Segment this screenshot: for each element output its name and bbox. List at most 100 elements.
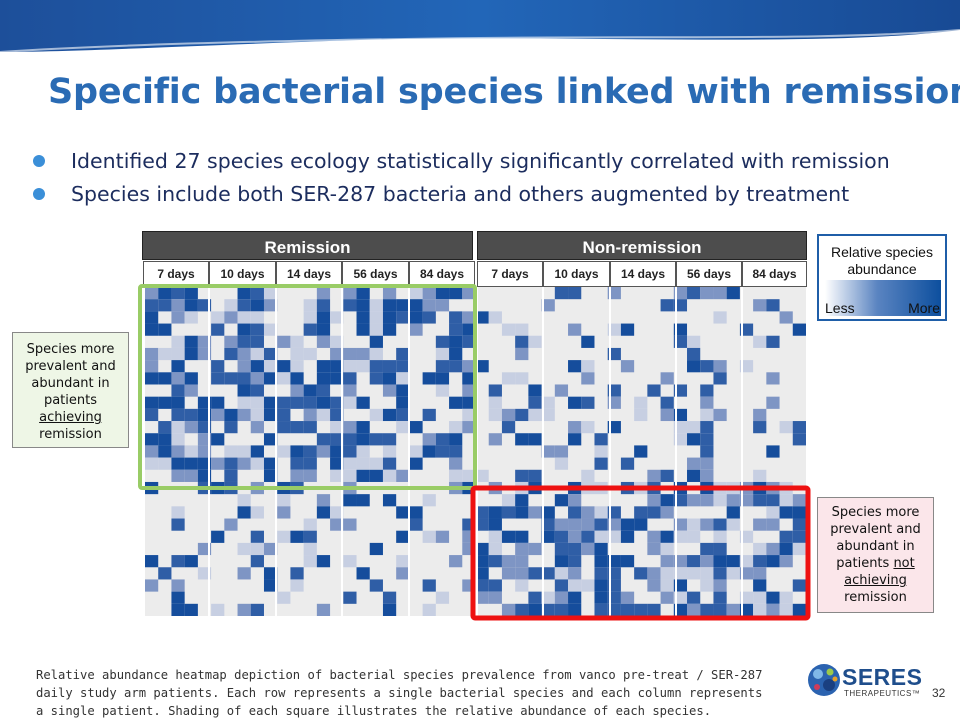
heatmap-cell [687, 360, 701, 373]
heatmap-cell [263, 433, 278, 446]
heatmap-cell [753, 603, 767, 616]
heatmap-cell [501, 408, 516, 422]
heatmap-cell [475, 469, 489, 482]
callout-line: Species more [831, 505, 920, 520]
heatmap-cell [409, 421, 423, 434]
heatmap-cell [290, 469, 304, 482]
heatmap-cell [369, 311, 383, 324]
heatmap-cell [515, 567, 529, 580]
heatmap-cell [766, 396, 780, 409]
heatmap-cell [184, 421, 198, 434]
heatmap-cell [145, 433, 159, 446]
heatmap-cell [277, 445, 291, 458]
heatmap-cell [475, 506, 489, 519]
heatmap-cell [356, 360, 370, 373]
heatmap-cell [568, 530, 582, 543]
heatmap-cell [184, 311, 198, 324]
heatmap-cell [250, 408, 264, 422]
heatmap-cell [197, 421, 212, 434]
heatmap-cell [766, 299, 780, 312]
heatmap-cell [237, 408, 251, 422]
heatmap-cell [753, 542, 767, 556]
heatmap-cell [211, 457, 225, 470]
heatmap-cell [224, 445, 238, 458]
heatmap-cell [409, 311, 423, 324]
heatmap-cell [435, 335, 450, 348]
heatmap-cell [184, 384, 198, 397]
heatmap-cell [171, 433, 185, 446]
heatmap-cell [277, 408, 291, 422]
heatmap-cell [739, 494, 754, 507]
heatmap-cell [581, 481, 595, 495]
heatmap-cell [277, 360, 291, 373]
heatmap-cell [237, 506, 251, 519]
heatmap-cell [634, 567, 648, 580]
heatmap-cell [594, 457, 608, 470]
heatmap-cell [369, 372, 383, 385]
heatmap-cell [171, 457, 185, 470]
heatmap-cell [554, 555, 569, 568]
heatmap-cell [620, 603, 635, 616]
bullet-item: Identified 27 species ecology statistica… [30, 146, 890, 179]
heatmap-cell [303, 311, 317, 324]
heatmap-cell [237, 360, 251, 373]
heatmap-cell [554, 518, 569, 531]
logo-wordmark: SERES [842, 664, 923, 690]
heatmap-cell [211, 396, 225, 409]
heatmap-cell [343, 287, 357, 300]
heatmap-cell [211, 433, 225, 446]
heatmap-cell [449, 469, 463, 482]
heatmap-cell [673, 591, 688, 604]
heatmap-cell [184, 347, 198, 361]
heatmap-cell [197, 469, 212, 482]
heatmap-cell [316, 396, 331, 409]
heatmap-cell [435, 384, 450, 397]
heatmap-cell [554, 579, 569, 592]
heatmap-cell [184, 372, 198, 385]
heatmap-cell [250, 299, 264, 312]
remission-day-header: 7 days [143, 261, 209, 287]
heatmap-cell [700, 494, 714, 507]
heatmap-cell [687, 518, 701, 531]
heatmap-cell [766, 372, 780, 385]
heatmap-cell [422, 579, 436, 592]
heatmap-cell [158, 433, 172, 446]
heatmap-cell [739, 360, 754, 373]
heatmap-cell [263, 372, 278, 385]
callout-line: remission [844, 590, 907, 605]
heatmap-cell [277, 530, 291, 543]
heatmap-cell [462, 384, 476, 397]
heatmap-cell [634, 603, 648, 616]
heatmap-cell [501, 421, 516, 434]
heatmap-cell [687, 347, 701, 361]
heatmap-cell [224, 347, 238, 361]
heatmap-cell [356, 433, 370, 446]
legend-less-label: Less [825, 300, 855, 316]
heatmap-cell [766, 506, 780, 519]
heatmap-cell [382, 299, 397, 312]
heatmap-cell [726, 567, 740, 580]
heatmap-cell [303, 396, 317, 409]
heatmap-cell [713, 567, 727, 580]
remission-callout: Species more prevalent and abundant in p… [12, 332, 129, 448]
nonremission-day-header: 7 days [477, 261, 543, 287]
heatmap-cell [382, 408, 397, 422]
heatmap-cell [700, 360, 714, 373]
heatmap-cell [290, 445, 304, 458]
heatmap-cell [435, 287, 450, 300]
heatmap-cell [634, 481, 648, 495]
heatmap-cell [330, 457, 344, 470]
heatmap-cell [382, 445, 397, 458]
heatmap-cell [396, 408, 410, 422]
heatmap-cell [462, 360, 476, 373]
heatmap-cell [713, 518, 727, 531]
heatmap-cell [594, 567, 608, 580]
heatmap-cell [713, 372, 727, 385]
heatmap-cell [356, 287, 370, 300]
heatmap-cell [277, 421, 291, 434]
heatmap-cell [409, 518, 423, 531]
heatmap-cell [462, 323, 476, 336]
remission-highlight-box [138, 284, 477, 490]
heatmap-cell [700, 421, 714, 434]
heatmap-cell [316, 506, 331, 519]
